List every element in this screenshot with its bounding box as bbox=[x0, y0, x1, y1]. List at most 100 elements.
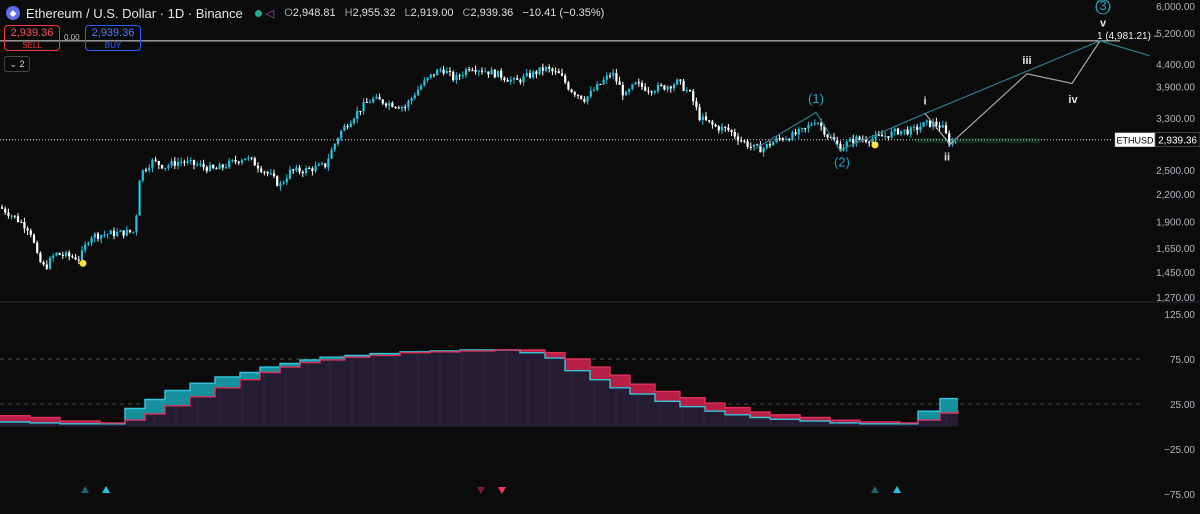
candle-body[interactable] bbox=[685, 90, 688, 92]
candle-body[interactable] bbox=[372, 98, 375, 103]
candle-body[interactable] bbox=[647, 90, 650, 92]
candle-body[interactable] bbox=[304, 168, 308, 174]
candle-body[interactable] bbox=[916, 126, 919, 130]
candle-body[interactable] bbox=[13, 215, 16, 217]
candle-body[interactable] bbox=[775, 138, 778, 143]
elliott-wave-line[interactable] bbox=[754, 40, 1151, 151]
candle-body[interactable] bbox=[740, 140, 743, 142]
candle-body[interactable] bbox=[16, 216, 20, 222]
candle-body[interactable] bbox=[887, 136, 890, 138]
replay-icon[interactable]: ◁ bbox=[265, 7, 275, 20]
candle-body[interactable] bbox=[58, 252, 61, 255]
candle-body[interactable] bbox=[954, 141, 957, 143]
candle-body[interactable] bbox=[141, 169, 144, 181]
candle-body[interactable] bbox=[148, 167, 151, 171]
candle-body[interactable] bbox=[176, 161, 180, 166]
candle-body[interactable] bbox=[644, 86, 647, 91]
candle-body[interactable] bbox=[810, 124, 813, 126]
candle-body[interactable] bbox=[813, 123, 816, 125]
candle-body[interactable] bbox=[368, 102, 372, 104]
yellow-signal-dot[interactable] bbox=[79, 259, 87, 267]
candle-body[interactable] bbox=[951, 141, 954, 145]
candle-body[interactable] bbox=[285, 178, 288, 183]
candle-body[interactable] bbox=[778, 138, 781, 140]
signal-up-triangle-icon[interactable] bbox=[871, 486, 879, 493]
candle-body[interactable] bbox=[506, 79, 509, 82]
candle-body[interactable] bbox=[439, 69, 442, 71]
candle-body[interactable] bbox=[45, 264, 48, 269]
candle-body[interactable] bbox=[349, 123, 352, 128]
candle-body[interactable] bbox=[877, 134, 880, 136]
candle-body[interactable] bbox=[730, 130, 733, 133]
candle-body[interactable] bbox=[397, 107, 400, 109]
candle-body[interactable] bbox=[269, 173, 272, 175]
candle-body[interactable] bbox=[266, 171, 269, 174]
candle-body[interactable] bbox=[829, 137, 832, 139]
candle-body[interactable] bbox=[509, 79, 512, 82]
candle-body[interactable] bbox=[660, 84, 663, 86]
candle-body[interactable] bbox=[826, 134, 829, 138]
candle-body[interactable] bbox=[756, 144, 759, 146]
candle-body[interactable] bbox=[404, 106, 407, 108]
candle-body[interactable] bbox=[922, 121, 925, 127]
candle-body[interactable] bbox=[381, 99, 384, 104]
candle-body[interactable] bbox=[365, 102, 368, 104]
candle-body[interactable] bbox=[180, 161, 183, 163]
candle-body[interactable] bbox=[208, 164, 212, 172]
candle-body[interactable] bbox=[228, 160, 231, 168]
candle-body[interactable] bbox=[679, 79, 682, 81]
candle-body[interactable] bbox=[420, 85, 423, 90]
candle-body[interactable] bbox=[468, 69, 471, 71]
candle-body[interactable] bbox=[93, 233, 96, 238]
candle-body[interactable] bbox=[666, 86, 669, 90]
candle-body[interactable] bbox=[68, 252, 71, 257]
candle-body[interactable] bbox=[903, 129, 906, 131]
candle-body[interactable] bbox=[551, 68, 554, 72]
candle-body[interactable] bbox=[314, 165, 317, 172]
candle-body[interactable] bbox=[173, 161, 176, 166]
candle-body[interactable] bbox=[500, 70, 503, 78]
candle-body[interactable] bbox=[868, 141, 871, 143]
candle-body[interactable] bbox=[61, 254, 64, 256]
candle-body[interactable] bbox=[279, 183, 282, 186]
signal-down-triangle-icon[interactable] bbox=[477, 487, 485, 494]
symbol-title[interactable]: Ethereum / U.S. Dollar · 1D · Binance bbox=[26, 5, 243, 21]
candle-body[interactable] bbox=[157, 161, 160, 165]
candle-body[interactable] bbox=[231, 159, 234, 161]
candle-body[interactable] bbox=[237, 161, 240, 163]
candle-body[interactable] bbox=[624, 91, 628, 96]
candle-body[interactable] bbox=[247, 157, 250, 159]
candle-body[interactable] bbox=[432, 74, 436, 76]
candle-body[interactable] bbox=[333, 143, 336, 150]
candle-body[interactable] bbox=[356, 110, 359, 119]
candle-body[interactable] bbox=[672, 84, 676, 89]
candle-body[interactable] bbox=[855, 136, 858, 144]
candle-body[interactable] bbox=[125, 229, 128, 236]
candle-body[interactable] bbox=[893, 128, 896, 132]
candle-body[interactable] bbox=[759, 144, 762, 153]
candle-body[interactable] bbox=[196, 164, 199, 166]
candle-body[interactable] bbox=[487, 71, 490, 75]
candle-body[interactable] bbox=[455, 75, 458, 81]
candle-body[interactable] bbox=[554, 71, 557, 73]
candle-body[interactable] bbox=[205, 167, 208, 172]
candle-body[interactable] bbox=[477, 70, 480, 72]
candle-body[interactable] bbox=[698, 107, 701, 121]
candle-body[interactable] bbox=[557, 71, 560, 74]
candle-body[interactable] bbox=[746, 141, 749, 147]
candle-body[interactable] bbox=[695, 101, 698, 108]
candle-body[interactable] bbox=[816, 122, 820, 124]
candle-body[interactable] bbox=[480, 70, 484, 72]
candle-body[interactable] bbox=[948, 133, 951, 145]
candle-body[interactable] bbox=[906, 129, 909, 135]
candle-body[interactable] bbox=[605, 75, 608, 80]
candle-body[interactable] bbox=[106, 234, 109, 236]
candle-body[interactable] bbox=[618, 81, 621, 85]
candle-body[interactable] bbox=[388, 102, 391, 106]
candle-body[interactable] bbox=[452, 71, 455, 81]
candle-body[interactable] bbox=[244, 158, 247, 161]
candle-body[interactable] bbox=[109, 230, 112, 235]
candle-body[interactable] bbox=[352, 118, 356, 124]
candle-body[interactable] bbox=[416, 89, 420, 96]
